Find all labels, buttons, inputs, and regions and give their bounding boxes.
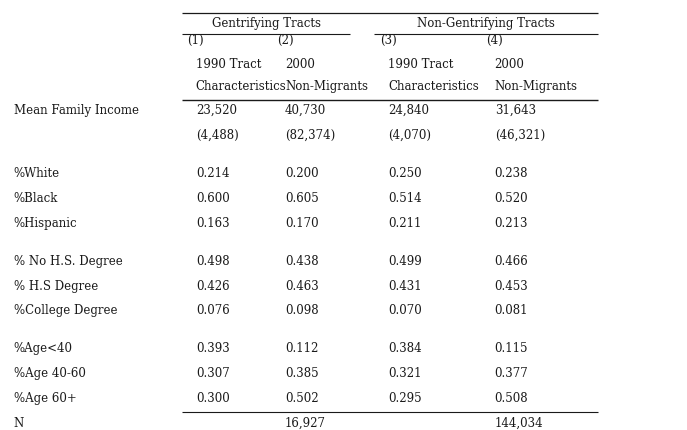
Text: (4,070): (4,070): [388, 129, 431, 142]
Text: Non-Migrants: Non-Migrants: [495, 80, 578, 93]
Text: Characteristics: Characteristics: [196, 80, 286, 93]
Text: 0.377: 0.377: [495, 367, 528, 380]
Text: 0.431: 0.431: [388, 280, 422, 292]
Text: 2000: 2000: [285, 58, 315, 71]
Text: 1990 Tract: 1990 Tract: [196, 58, 261, 71]
Text: 0.115: 0.115: [495, 342, 528, 355]
Text: 0.076: 0.076: [196, 304, 229, 317]
Text: 0.238: 0.238: [495, 167, 528, 180]
Text: 0.098: 0.098: [285, 304, 319, 317]
Text: 0.499: 0.499: [388, 255, 422, 267]
Text: %Age 40-60: %Age 40-60: [14, 367, 86, 380]
Text: 0.502: 0.502: [285, 392, 319, 405]
Text: 0.307: 0.307: [196, 367, 229, 380]
Text: (82,374): (82,374): [285, 129, 335, 142]
Text: 0.214: 0.214: [196, 167, 229, 180]
Text: 0.508: 0.508: [495, 392, 528, 405]
Text: 0.112: 0.112: [285, 342, 319, 355]
Text: 0.200: 0.200: [285, 167, 319, 180]
Text: 0.321: 0.321: [388, 367, 422, 380]
Text: Gentrifying Tracts: Gentrifying Tracts: [212, 17, 321, 30]
Text: 23,520: 23,520: [196, 104, 237, 117]
Text: %Hispanic: %Hispanic: [14, 217, 78, 230]
Text: 0.211: 0.211: [388, 217, 422, 230]
Text: %Age 60+: %Age 60+: [14, 392, 76, 405]
Text: (2): (2): [277, 34, 293, 47]
Text: 0.300: 0.300: [196, 392, 229, 405]
Text: 0.081: 0.081: [495, 304, 528, 317]
Text: 0.514: 0.514: [388, 192, 422, 205]
Text: 0.600: 0.600: [196, 192, 229, 205]
Text: 0.295: 0.295: [388, 392, 422, 405]
Text: Non-Gentrifying Tracts: Non-Gentrifying Tracts: [417, 17, 555, 30]
Text: 16,927: 16,927: [285, 417, 326, 430]
Text: % No H.S. Degree: % No H.S. Degree: [14, 255, 122, 267]
Text: 0.466: 0.466: [495, 255, 528, 267]
Text: 0.385: 0.385: [285, 367, 319, 380]
Text: 0.213: 0.213: [495, 217, 528, 230]
Text: (4,488): (4,488): [196, 129, 238, 142]
Text: 144,034: 144,034: [495, 417, 543, 430]
Text: Non-Migrants: Non-Migrants: [285, 80, 368, 93]
Text: 24,840: 24,840: [388, 104, 429, 117]
Text: 0.250: 0.250: [388, 167, 422, 180]
Text: Characteristics: Characteristics: [388, 80, 479, 93]
Text: 0.498: 0.498: [196, 255, 229, 267]
Text: % H.S Degree: % H.S Degree: [14, 280, 98, 292]
Text: 40,730: 40,730: [285, 104, 326, 117]
Text: 0.393: 0.393: [196, 342, 229, 355]
Text: %College Degree: %College Degree: [14, 304, 117, 317]
Text: Mean Family Income: Mean Family Income: [14, 104, 139, 117]
Text: (3): (3): [380, 34, 396, 47]
Text: 0.384: 0.384: [388, 342, 422, 355]
Text: 0.453: 0.453: [495, 280, 528, 292]
Text: %White: %White: [14, 167, 60, 180]
Text: (4): (4): [486, 34, 503, 47]
Text: 0.438: 0.438: [285, 255, 319, 267]
Text: 0.163: 0.163: [196, 217, 229, 230]
Text: %Age<40: %Age<40: [14, 342, 73, 355]
Text: (1): (1): [188, 34, 204, 47]
Text: 2000: 2000: [495, 58, 524, 71]
Text: 31,643: 31,643: [495, 104, 536, 117]
Text: 0.070: 0.070: [388, 304, 422, 317]
Text: 0.605: 0.605: [285, 192, 319, 205]
Text: 1990 Tract: 1990 Tract: [388, 58, 453, 71]
Text: %Black: %Black: [14, 192, 58, 205]
Text: 0.520: 0.520: [495, 192, 528, 205]
Text: (46,321): (46,321): [495, 129, 545, 142]
Text: 0.426: 0.426: [196, 280, 229, 292]
Text: 0.463: 0.463: [285, 280, 319, 292]
Text: N: N: [14, 417, 24, 430]
Text: 0.170: 0.170: [285, 217, 319, 230]
